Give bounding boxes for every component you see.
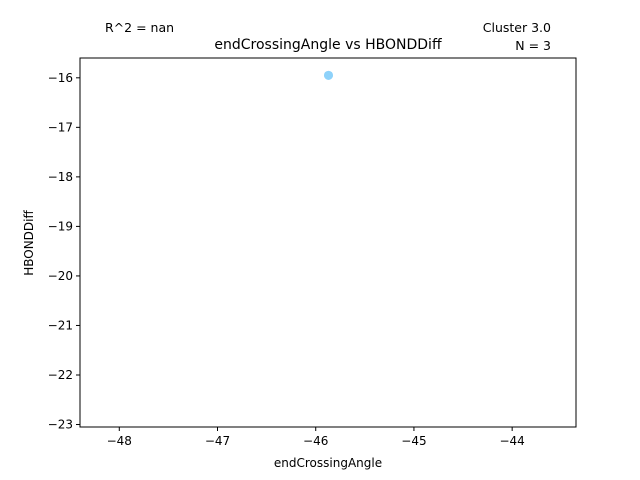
x-axis-label: endCrossingAngle — [274, 456, 382, 470]
y-tick-label: −16 — [48, 71, 73, 85]
y-axis-label: HBONDDiff — [22, 210, 36, 276]
y-tick-label: −21 — [48, 318, 73, 332]
x-tick-label: −46 — [303, 434, 328, 448]
x-axis-ticks: −48 −47 −46 −45 −44 — [107, 427, 525, 448]
x-tick-label: −48 — [107, 434, 132, 448]
plot-marks — [323, 70, 333, 80]
n-annotation: N = 3 — [515, 38, 551, 53]
y-tick-label: −17 — [48, 120, 73, 134]
x-tick-label: −47 — [205, 434, 230, 448]
y-axis-ticks: −16 −17 −18 −19 −20 −21 −22 −23 — [48, 71, 80, 432]
y-tick-label: −23 — [48, 418, 73, 432]
y-tick-label: −19 — [48, 219, 73, 233]
scatter-point — [323, 70, 333, 80]
x-tick-label: −45 — [401, 434, 426, 448]
y-tick-label: −22 — [48, 368, 73, 382]
chart-title: endCrossingAngle vs HBONDDiff — [214, 37, 442, 53]
r-squared-annotation: R^2 = nan — [105, 20, 174, 35]
y-tick-label: −20 — [48, 269, 73, 283]
cluster-annotation: Cluster 3.0 — [483, 20, 551, 35]
plot-area-frame — [79, 57, 577, 428]
y-tick-label: −18 — [48, 170, 73, 184]
x-tick-label: −44 — [499, 434, 524, 448]
